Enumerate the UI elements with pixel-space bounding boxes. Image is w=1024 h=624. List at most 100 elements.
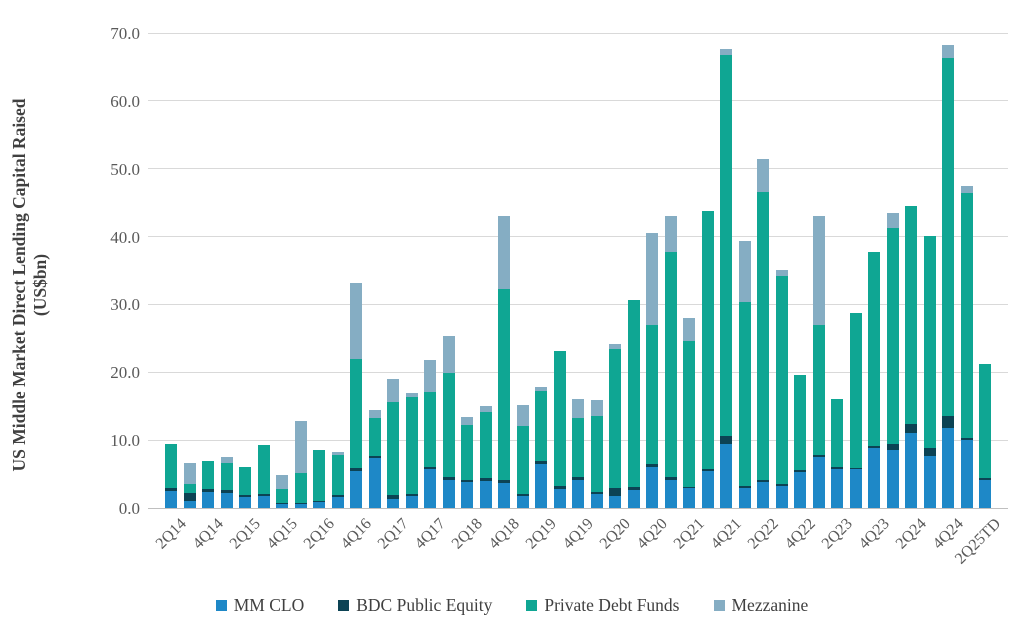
bar-segment-mm-clo (794, 472, 806, 508)
bar-segment-mm-clo (905, 433, 917, 508)
bar-segment-private-debt-funds (516, 425, 529, 494)
x-tick-label: 2Q15 (227, 515, 265, 553)
y-tick-label: 40.0 (110, 227, 140, 247)
bar-segment-mezzanine (757, 159, 769, 193)
bar-segment-bdc-public-equity (664, 477, 677, 481)
bar-segment-private-debt-funds (923, 235, 936, 448)
bar-segment-mm-clo (738, 487, 751, 508)
bar-segment-mezzanine (368, 409, 381, 418)
x-tick-label: 2Q23 (819, 515, 857, 553)
x-tick-label: 4Q20 (634, 515, 672, 553)
gridline (148, 371, 1008, 373)
bar-segment-mm-clo (183, 501, 196, 508)
bar-segment-private-debt-funds (350, 359, 362, 468)
bar-segment-bdc-public-equity (442, 477, 455, 481)
bar-segment-mm-clo (479, 480, 492, 508)
bar-segment-bdc-public-equity (849, 467, 862, 470)
bar-segment-mm-clo (257, 495, 270, 508)
bar-segment-bdc-public-equity (979, 478, 991, 480)
x-tick-label: 4Q19 (560, 515, 598, 553)
bar-segment-bdc-public-equity (794, 470, 806, 473)
bar-segment-mm-clo (683, 488, 695, 508)
x-tick-label: 2Q20 (597, 515, 635, 553)
bar-segment-mm-clo (831, 468, 843, 508)
bar-segment-bdc-public-equity (701, 468, 714, 472)
bar-segment-mezzanine (387, 379, 399, 403)
x-tick-label: 4Q18 (486, 515, 524, 553)
bar-segment-bdc-public-equity (831, 466, 843, 469)
bar-segment-mm-clo (331, 497, 344, 508)
legend-swatch-mm-clo-icon (215, 600, 227, 611)
y-tick-label: 30.0 (110, 295, 140, 315)
bar-segment-bdc-public-equity (535, 461, 547, 464)
bar-segment-private-debt-funds (683, 341, 695, 487)
x-tick-label: 4Q22 (782, 515, 820, 553)
bar-segment-mm-clo (276, 503, 288, 508)
bar-segment-mezzanine (183, 463, 196, 484)
bar-segment-mm-clo (165, 491, 177, 508)
bar-segment-private-debt-funds (368, 417, 381, 456)
y-tick-label: 0.0 (118, 499, 140, 518)
bar-segment-private-debt-funds (220, 462, 233, 491)
bar-segment-mm-clo (424, 469, 436, 508)
bar-segment-mezzanine (535, 386, 547, 392)
bar-segment-private-debt-funds (313, 449, 325, 502)
bar-segment-mm-clo (313, 501, 325, 508)
bar-segment-mm-clo (923, 456, 936, 508)
bar-segment-private-debt-funds (960, 193, 973, 439)
bar-segment-bdc-public-equity (868, 446, 880, 449)
bar-segment-bdc-public-equity (646, 463, 658, 467)
bar-segment-bdc-public-equity (498, 480, 510, 483)
bar-segment-mm-clo (757, 482, 769, 508)
bar-segment-private-debt-funds (942, 58, 954, 417)
bar-segment-bdc-public-equity (165, 488, 177, 492)
x-tick-label: 2Q21 (671, 515, 709, 553)
bar-segment-private-debt-funds (331, 455, 344, 496)
y-tick-label: 50.0 (110, 159, 140, 179)
gridline (148, 236, 1008, 238)
bar-segment-private-debt-funds (553, 350, 566, 486)
bar-segment-mezzanine (960, 185, 973, 194)
bar-segment-mezzanine (609, 343, 621, 350)
legend-swatch-mezzanine-icon (713, 600, 725, 611)
bar-segment-bdc-public-equity (183, 493, 196, 502)
bar-segment-bdc-public-equity (738, 485, 751, 488)
bar-segment-private-debt-funds (202, 460, 214, 489)
bar-segment-mezzanine (812, 215, 825, 326)
bar-segment-private-debt-funds (664, 252, 677, 478)
bar-segment-bdc-public-equity (424, 467, 436, 470)
bar-segment-mm-clo (664, 480, 677, 508)
bar-segment-bdc-public-equity (757, 480, 769, 483)
bar-segment-mm-clo (942, 427, 954, 508)
legend-item-mezzanine: Mezzanine (713, 595, 808, 616)
bar-segment-mm-clo (220, 493, 233, 508)
bar-segment-mezzanine (516, 404, 529, 426)
x-tick-label: 2Q19 (523, 515, 561, 553)
bar-segment-private-debt-funds (627, 300, 640, 487)
bar-segment-private-debt-funds (886, 227, 899, 444)
bar-segment-private-debt-funds (294, 472, 307, 503)
legend-label: MM CLO (233, 595, 305, 615)
bar-segment-bdc-public-equity (257, 493, 270, 496)
bar-segment-mm-clo (535, 463, 547, 508)
bar-segment-mm-clo (202, 491, 214, 508)
bar-segment-private-debt-funds (868, 251, 880, 447)
bar-segment-private-debt-funds (979, 364, 991, 479)
bar-segment-mm-clo (294, 503, 307, 508)
bar-segment-private-debt-funds (905, 206, 917, 424)
bar-segment-mm-clo (498, 482, 510, 508)
bar-segment-mm-clo (405, 496, 418, 508)
x-tick-label: 2Q18 (449, 515, 487, 553)
bar-segment-private-debt-funds (424, 391, 436, 468)
bar-segment-bdc-public-equity (276, 502, 288, 504)
x-tick-label: 2Q16 (301, 515, 339, 553)
bar-segment-bdc-public-equity (331, 495, 344, 498)
legend-item-bdc-public-equity: BDC Public Equity (338, 595, 492, 616)
bar-segment-private-debt-funds (572, 418, 584, 478)
bar-segment-private-debt-funds (757, 192, 769, 481)
x-tick-label: 4Q16 (338, 515, 376, 553)
bar-segment-private-debt-funds (849, 312, 862, 468)
bar-segment-mezzanine (461, 417, 473, 426)
bar-segment-mm-clo (627, 489, 640, 508)
gridline (148, 100, 1008, 102)
